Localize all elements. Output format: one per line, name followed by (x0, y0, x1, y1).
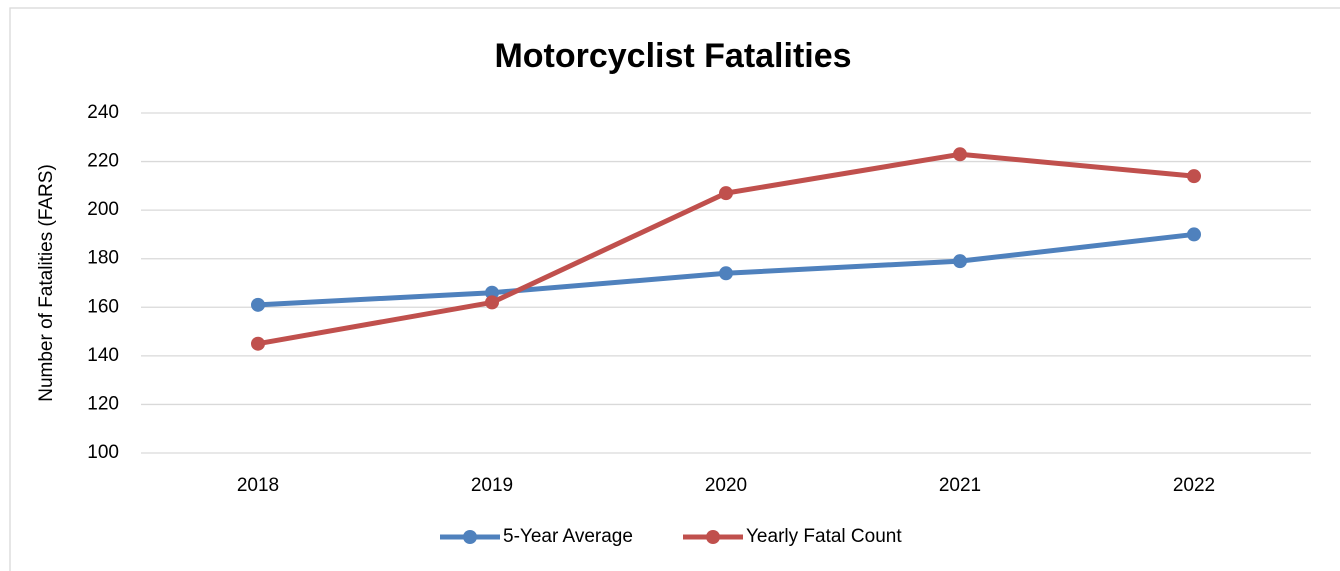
y-tick-label: 140 (87, 345, 119, 366)
y-axis-label: Number of Fatalities (FARS) (36, 164, 57, 402)
y-tick-label: 240 (87, 102, 119, 123)
x-tick-label: 2020 (705, 475, 747, 496)
x-tick-label: 2022 (1173, 475, 1215, 496)
y-tick-label: 120 (87, 393, 119, 414)
data-point (719, 266, 733, 281)
y-tick-label: 200 (87, 199, 119, 220)
data-point (1187, 227, 1201, 242)
legend-marker (706, 530, 720, 544)
data-point (251, 297, 265, 312)
data-point (485, 285, 499, 300)
y-tick-label: 220 (87, 151, 119, 172)
data-point (719, 186, 733, 201)
legend-label: 5-Year Average (503, 526, 633, 547)
data-point (485, 295, 499, 310)
data-point (953, 254, 967, 269)
chart-title: Motorcyclist Fatalities (494, 37, 851, 75)
x-tick-label: 2018 (237, 475, 279, 496)
legend-marker (463, 530, 477, 544)
chart-border (9, 7, 1340, 571)
y-tick-label: 180 (87, 248, 119, 269)
y-tick-label: 160 (87, 296, 119, 317)
x-tick-label: 2021 (939, 475, 981, 496)
legend-label: Yearly Fatal Count (746, 526, 902, 547)
data-point (1187, 169, 1201, 184)
y-tick-label: 100 (87, 442, 119, 463)
data-point (251, 336, 265, 351)
data-point (953, 147, 967, 162)
x-tick-label: 2019 (471, 475, 513, 496)
